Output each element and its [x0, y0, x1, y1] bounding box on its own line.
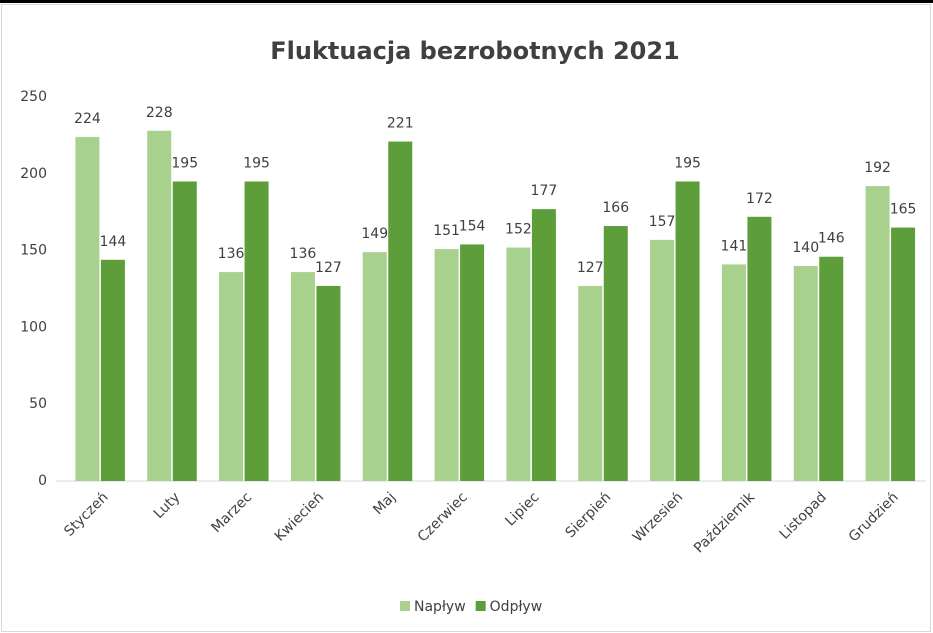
value-label: 127 — [577, 260, 604, 276]
bar — [891, 227, 916, 481]
x-tick-label: Styczeń — [61, 489, 111, 539]
value-label: 151 — [433, 223, 460, 239]
value-label: 195 — [171, 155, 198, 171]
bar — [244, 181, 269, 482]
chart-border — [1, 4, 931, 632]
bar — [100, 259, 125, 481]
value-label: 144 — [100, 234, 127, 250]
bar — [147, 130, 172, 482]
y-tick-label: 0 — [38, 473, 47, 489]
x-tick-label: Wrzesień — [630, 489, 686, 545]
y-tick-label: 250 — [20, 89, 47, 105]
y-tick-label: 100 — [20, 319, 47, 335]
bar — [747, 216, 772, 482]
bar — [362, 252, 387, 481]
x-tick-label: Sierpień — [562, 489, 614, 541]
bar — [578, 285, 603, 481]
x-tick-label: Maj — [370, 489, 399, 518]
x-tick-label: Grudzień — [846, 489, 902, 545]
value-label: 195 — [674, 155, 701, 171]
x-tick-label: Czerwiec — [415, 489, 471, 545]
x-tick-label: Luty — [151, 489, 184, 522]
bar — [75, 136, 100, 481]
legend-swatch — [400, 601, 410, 611]
bar — [603, 226, 628, 481]
x-tick-label: Marzec — [209, 489, 256, 536]
value-label: 177 — [531, 183, 558, 199]
bar — [819, 256, 844, 481]
top-border — [0, 0, 933, 3]
value-label: 172 — [746, 191, 773, 207]
value-label: 166 — [602, 200, 629, 216]
x-tick-label: Październik — [691, 489, 759, 557]
bar — [650, 239, 675, 481]
y-tick-label: 200 — [20, 166, 47, 182]
value-label: 228 — [146, 105, 173, 121]
value-label: 195 — [243, 155, 270, 171]
legend-label: Odpływ — [490, 599, 543, 615]
y-tick-label: 50 — [29, 396, 47, 412]
value-label: 140 — [792, 240, 819, 256]
bar — [434, 249, 459, 481]
bar — [460, 244, 485, 481]
value-label: 141 — [721, 238, 748, 254]
value-label: 136 — [218, 246, 245, 262]
value-label: 157 — [649, 214, 676, 230]
value-label: 146 — [818, 231, 845, 247]
bar — [172, 181, 197, 482]
bar — [388, 141, 413, 481]
bar — [531, 209, 556, 482]
legend-label: Napływ — [414, 599, 466, 615]
x-tick-label: Kwiecień — [272, 489, 327, 544]
value-label: 192 — [864, 160, 891, 176]
value-label: 224 — [74, 111, 101, 127]
chart-title: Fluktuacja bezrobotnych 2021 — [270, 37, 680, 65]
value-label: 152 — [505, 222, 532, 238]
bar — [865, 186, 890, 481]
bar — [506, 247, 531, 481]
value-label: 127 — [315, 260, 342, 276]
x-tick-label: Listopad — [777, 489, 830, 542]
value-label: 221 — [387, 116, 414, 132]
x-tick-label: Lipiec — [502, 489, 542, 529]
legend-swatch — [475, 601, 486, 611]
bar — [793, 265, 818, 481]
value-label: 154 — [459, 218, 486, 234]
y-tick-label: 150 — [20, 243, 47, 259]
value-label: 149 — [361, 226, 388, 242]
bar — [219, 272, 244, 481]
bar — [675, 181, 700, 482]
bar — [290, 272, 315, 481]
bar — [721, 264, 746, 481]
value-label: 165 — [890, 202, 917, 218]
bar — [316, 285, 341, 481]
value-label: 136 — [290, 246, 317, 262]
